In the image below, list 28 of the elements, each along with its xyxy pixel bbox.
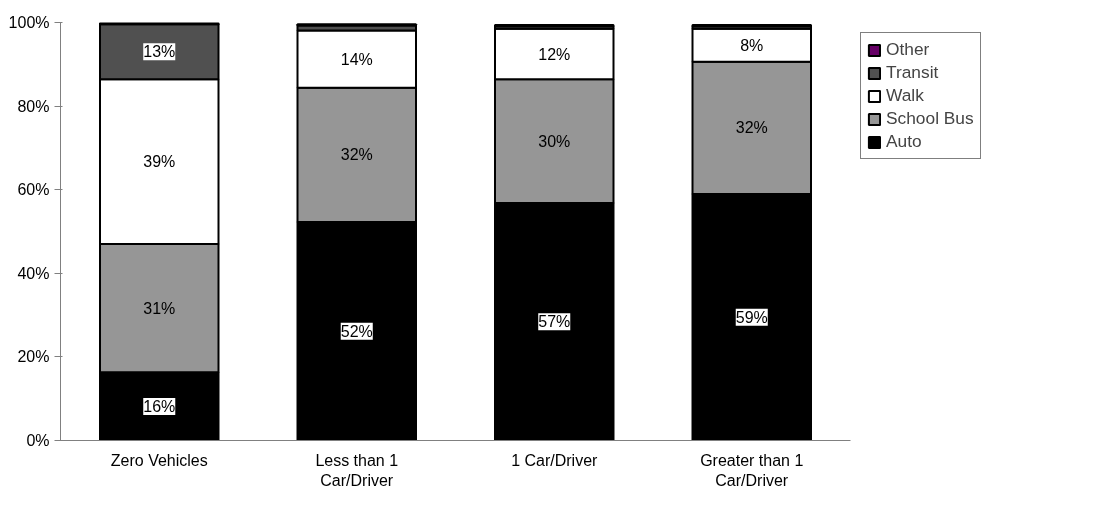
legend-label: Other — [886, 39, 930, 60]
x-tick-label: Zero Vehicles — [110, 451, 208, 469]
data-label: 30% — [538, 132, 571, 150]
legend-label: Walk — [886, 85, 924, 106]
x-tick-label: Greater than 1 Car/Driver — [700, 451, 804, 489]
data-label: 32% — [735, 119, 768, 137]
data-label: 57% — [538, 313, 571, 331]
data-label: 39% — [143, 153, 176, 171]
data-label: 32% — [340, 146, 373, 164]
legend-label: School Bus — [886, 108, 974, 129]
data-label: 12% — [538, 45, 571, 63]
data-label: 8% — [740, 36, 764, 54]
legend-label: Transit — [886, 62, 939, 83]
x-tick-label: Less than 1 Car/Driver — [315, 451, 399, 489]
data-label: 59% — [735, 308, 768, 326]
x-tick-label: 1 Car/Driver — [511, 451, 599, 469]
y-tick-label: 20% — [17, 348, 50, 366]
y-tick-label: 100% — [8, 14, 50, 31]
data-label: 14% — [340, 50, 373, 68]
data-label: 13% — [143, 43, 176, 61]
y-tick-label: 60% — [17, 181, 50, 199]
data-label: 16% — [143, 397, 176, 415]
y-tick-label: 80% — [17, 97, 50, 115]
legend-label: Auto — [886, 131, 922, 152]
y-tick-label: 0% — [26, 432, 50, 449]
data-label: 52% — [340, 322, 373, 340]
data-label: 31% — [143, 299, 176, 317]
y-tick-label: 40% — [17, 264, 50, 282]
